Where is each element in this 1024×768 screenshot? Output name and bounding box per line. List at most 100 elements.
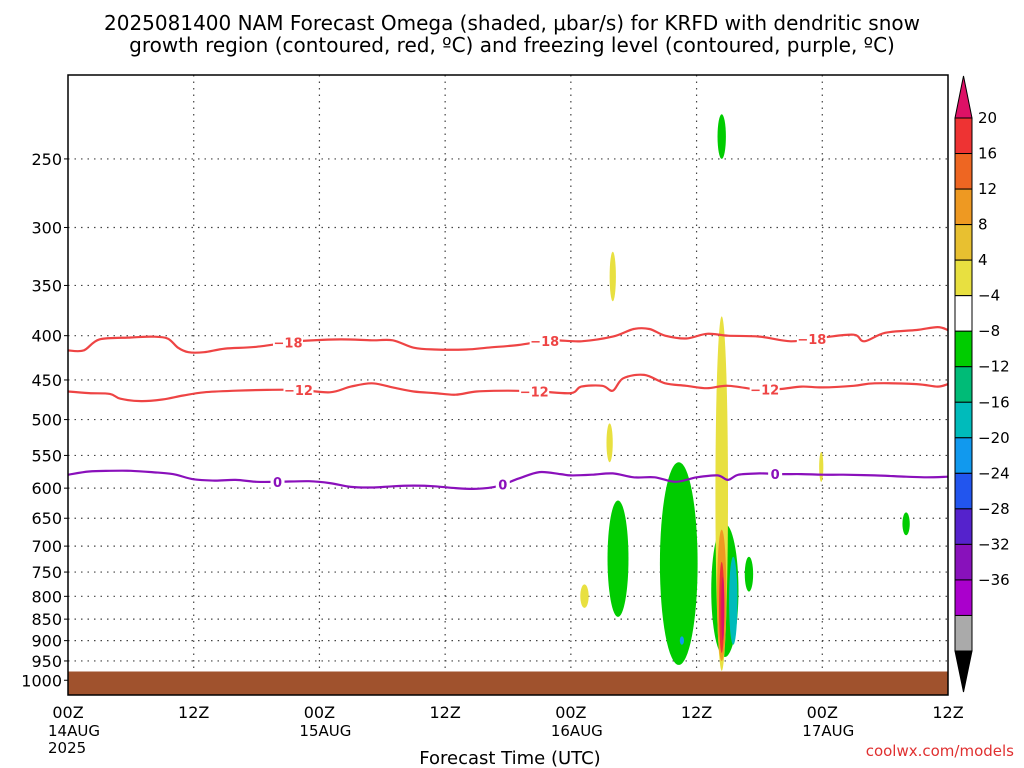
contour-label-bg [768,465,783,482]
x-axis-label: Forecast Time (UTC) [419,748,600,768]
contour-label: −12 [750,384,779,399]
x-year-label: 2025 [48,739,86,757]
omega-region-5 [580,584,589,608]
contour-label-bg [270,473,285,490]
omega-region-15 [679,636,685,645]
colorbar-box-14 [954,614,973,652]
contour-label-bg [519,383,550,400]
omega-region-12 [729,556,738,645]
colorbar-label: −28 [978,500,1010,518]
colorbar-box-6 [954,330,973,368]
colorbar-box-0 [954,117,973,155]
contour-label-bg [273,334,303,351]
y-tick-label-550: 550 [31,446,62,465]
x-date-label-0: 14AUG [48,722,100,740]
x-tick-label-36: 12Z [429,703,460,722]
colorbar-label: −8 [978,322,1000,340]
colorbar-label: 20 [978,109,997,127]
y-tick-label-1000: 1000 [21,671,62,690]
contour-label-bg [529,333,560,350]
colorbar-bottom-arrow [954,650,973,693]
y-tick-label-750: 750 [31,563,62,582]
colorbar-box-2 [954,188,973,226]
contour-label: 0 [273,476,282,491]
omega-region-6 [659,462,698,665]
omega-region-4 [607,500,629,617]
chart-title-line2: growth region (contoured, red, ºC) and f… [129,33,895,57]
colorbar-box-3 [954,224,973,261]
omega-region-2 [606,423,613,463]
colorbar-label: 12 [978,180,997,198]
y-tick-label-900: 900 [31,632,62,651]
x-tick-label-48: 00Z [555,703,586,722]
colorbar-box-1 [954,153,973,190]
contour-label: −12 [520,385,549,400]
colorbar-box-7 [954,366,973,403]
x-date-label-48: 16AUG [551,722,603,740]
plot-area: −18 −18 −18 −12 −12 −12 0 0 0 [68,75,948,695]
axes: 250 300 350 400 450 500 550 600 650 700 750 800 850 9… [21,74,964,757]
contour-label: 0 [498,478,507,493]
omega-region-14 [902,512,910,536]
x-tick-label-12: 12Z [178,703,209,722]
colorbar-label: 8 [978,216,988,234]
contour-label-bg [749,381,780,398]
x-date-label-72: 17AUG [802,722,854,740]
x-date-label-24: 15AUG [299,722,351,740]
colorbar-label: −12 [978,358,1010,376]
colorbar-box-11 [954,508,973,545]
x-tick-label-60: 12Z [681,703,712,722]
y-tick-label-650: 650 [31,509,62,528]
omega-region-0 [717,114,726,159]
colorbar-box-10 [954,472,973,510]
y-tick-label-600: 600 [31,479,62,498]
y-tick-label-450: 450 [31,371,62,390]
contour-label-bg [796,330,827,347]
colorbar-label: −20 [978,429,1010,447]
colorbar: 20 16 12 8 4 −4 −8 −12 −16 −20 −24 −28 −32 −36 [954,75,1010,693]
y-tick-label-300: 300 [31,218,62,237]
x-tick-label-72: 00Z [807,703,838,722]
contour-label: −12 [284,384,313,399]
x-tick-label-0: 00Z [52,703,83,722]
contour-label: 0 [771,468,780,483]
y-tick-label-250: 250 [31,150,62,169]
credit-text: coolwx.com/models [866,742,1014,760]
y-tick-label-850: 850 [31,610,62,629]
y-tick-label-700: 700 [31,537,62,556]
y-tick-label-350: 350 [31,276,62,295]
colorbar-box-12 [954,543,973,581]
y-tick-label-500: 500 [31,411,62,430]
colorbar-top-arrow [954,75,973,119]
colorbar-label: −16 [978,393,1010,411]
colorbar-label: −32 [978,535,1010,553]
chart-title-line1: 2025081400 NAM Forecast Omega (shaded, μ… [104,11,920,35]
colorbar-box-5 [954,295,973,332]
colorbar-box-13 [954,579,973,616]
contour-label-bg [495,476,510,493]
colorbar-label: 4 [978,251,988,269]
y-tick-label-400: 400 [31,327,62,346]
omega-region-11 [721,577,725,641]
plot-frame [67,74,949,696]
omega-region-1 [609,251,616,302]
contour-label: −18 [274,337,303,352]
colorbar-box-9 [954,437,973,474]
colorbar-label: −36 [978,571,1010,589]
colorbar-box-8 [954,401,973,439]
colorbar-label: −4 [978,287,1000,305]
x-tick-label-24: 00Z [304,703,335,722]
colorbar-label: 16 [978,145,997,163]
contour-label: −18 [530,335,559,350]
omega-region-13 [744,556,754,592]
colorbar-box-4 [954,259,973,297]
ground-surface [68,671,948,695]
y-tick-label-800: 800 [31,587,62,606]
contour-line-1 [68,373,948,403]
colorbar-label: −24 [978,464,1010,482]
contour-label: −18 [797,333,826,348]
y-tick-label-950: 950 [31,652,62,671]
contour-label-bg [283,381,314,398]
omega-region-3 [819,451,824,482]
